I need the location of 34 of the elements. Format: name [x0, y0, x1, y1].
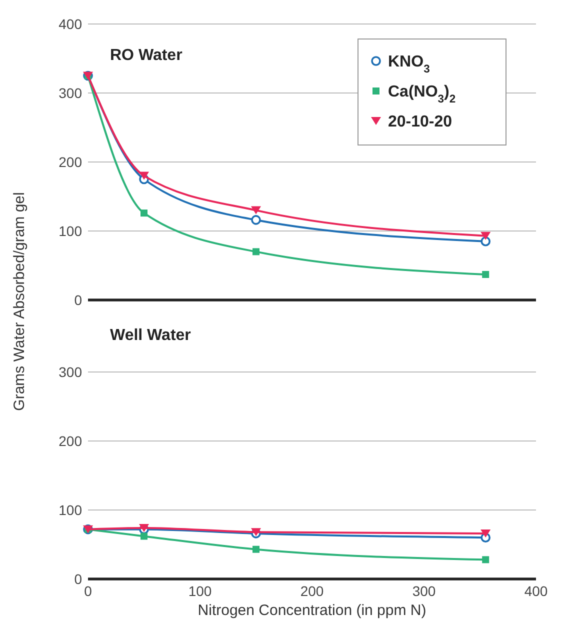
- chart-title: Well Water: [110, 327, 191, 344]
- x-axis-title: Nitrogen Concentration (in ppm N): [198, 602, 426, 619]
- y-tick-label: 300: [58, 84, 82, 101]
- y-axis-title: Grams Water Absorbed/gram gel: [11, 192, 28, 411]
- x-tick-label: 100: [188, 583, 212, 599]
- x-tick-label: 0: [84, 583, 92, 599]
- point: [252, 248, 260, 256]
- point: [482, 270, 490, 278]
- y-tick-label: 200: [58, 154, 82, 170]
- point: [139, 524, 149, 532]
- point: [251, 206, 261, 214]
- y-tick-label: 300: [58, 364, 82, 380]
- point: [140, 210, 148, 217]
- x-tick-label: 200: [300, 583, 324, 599]
- legend-label: KNO$_{3}$: [388, 54, 430, 76]
- point: [139, 172, 149, 180]
- y-tick-label: 400: [58, 16, 82, 32]
- point: [140, 532, 148, 540]
- point: [480, 232, 491, 240]
- point: [482, 556, 490, 564]
- y-tick-label: 100: [58, 222, 82, 239]
- point: [480, 529, 491, 538]
- y-tick-label: 0: [74, 292, 82, 308]
- legend-label: Ca(NO$_{3}$)$_{2}$: [388, 84, 456, 106]
- y-tick-label: 100: [58, 502, 82, 518]
- legend-label: 20-10-20: [388, 114, 452, 131]
- x-tick-label: 300: [412, 583, 436, 599]
- x-tick-label: 400: [524, 583, 548, 599]
- y-tick-label: 0: [74, 570, 82, 587]
- text: RO Water: [110, 47, 182, 64]
- point: [251, 215, 261, 225]
- y-tick-label: 200: [58, 432, 82, 449]
- point: [480, 236, 490, 246]
- point: [252, 546, 260, 553]
